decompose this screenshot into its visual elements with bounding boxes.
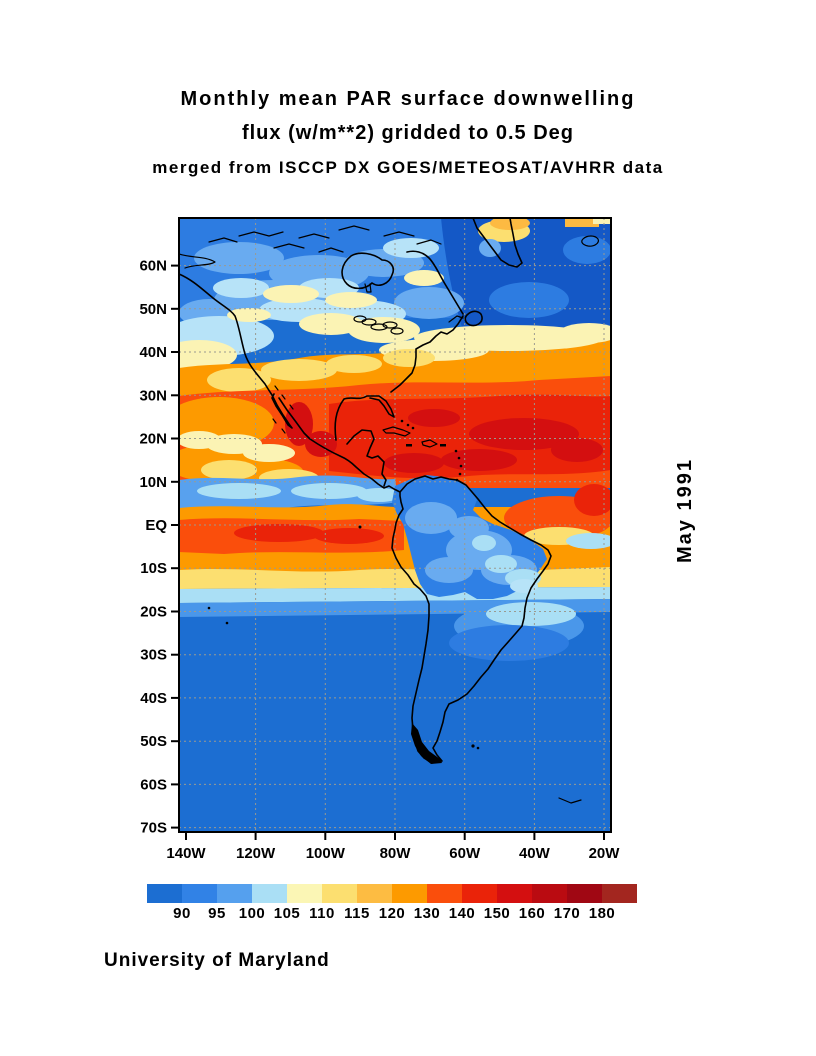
credit-text: University of Maryland	[104, 950, 330, 971]
colorbar-segment	[322, 884, 357, 903]
date-label: May 1991	[640, 415, 730, 605]
colorbar-segment	[497, 884, 532, 903]
latitude-axis-labels: 60N 50N 40N 30N 20N 10N EQ 10S 20S 30S 4…	[139, 258, 167, 837]
lat-label: 60N	[139, 258, 167, 275]
colorbar-tick-label: 105	[273, 905, 301, 922]
colorbar-tick-label: 100	[238, 905, 266, 922]
coastlines	[179, 218, 599, 804]
colorbar-tick-label: 90	[173, 905, 191, 922]
lat-label: EQ	[145, 517, 167, 534]
date-label-text: May 1991	[673, 457, 696, 563]
colorbar-tick-label: 120	[378, 905, 406, 922]
lat-label: 70S	[140, 820, 167, 837]
colorbar-segment	[357, 884, 392, 903]
colorbar-segment	[532, 884, 567, 903]
colorbar-tick-label: 115	[344, 905, 370, 922]
lat-label: 50N	[139, 301, 167, 318]
colorbar-segment	[252, 884, 287, 903]
lon-label: 120W	[236, 845, 276, 862]
map-figure: 60N 50N 40N 30N 20N 10N EQ 10S 20S 30S 4…	[133, 204, 653, 864]
axis-ticks	[171, 264, 605, 840]
colorbar-segment	[567, 884, 602, 903]
lat-label: 50S	[140, 733, 167, 750]
colorbar-segment	[217, 884, 252, 903]
colorbar-tick-label: 160	[518, 905, 546, 922]
colorbar-tick-label: 130	[413, 905, 441, 922]
colorbar-tick-label: 140	[448, 905, 476, 922]
map-field	[179, 218, 611, 832]
colorbar-segment	[392, 884, 427, 903]
lon-label: 40W	[519, 845, 551, 862]
lon-label: 140W	[166, 845, 206, 862]
colorbar-segment	[182, 884, 217, 903]
lat-label: 40S	[140, 690, 167, 707]
lat-label: 40N	[139, 344, 167, 361]
colorbar-segment	[287, 884, 322, 903]
graticule	[179, 218, 611, 832]
colorbar-segment	[602, 884, 637, 903]
chart-subtitle: merged from ISCCP DX GOES/METEOSAT/AVHRR…	[152, 158, 664, 177]
chart-title-line1: Monthly mean PAR surface downwelling	[180, 88, 636, 110]
colorbar	[147, 884, 637, 903]
lon-label: 80W	[380, 845, 412, 862]
colorbar-segment	[147, 884, 182, 903]
lat-label: 30N	[139, 387, 167, 404]
colorbar-tick-label: 150	[483, 905, 511, 922]
colorbar-tick-label: 170	[553, 905, 581, 922]
colorbar-segment	[427, 884, 462, 903]
lon-label: 60W	[449, 845, 481, 862]
colorbar-labels: 90 95 100 105 110 115 120 130 140 150 160 170 180	[147, 905, 637, 923]
lat-label: 10N	[139, 474, 167, 491]
lat-label: 20N	[139, 431, 167, 448]
colorbar-tick-label: 180	[588, 905, 616, 922]
colorbar-tick-label: 110	[309, 905, 335, 922]
lat-label: 10S	[140, 560, 167, 577]
lat-label: 60S	[140, 776, 167, 793]
colorbar-segment	[462, 884, 497, 903]
longitude-axis-labels: 140W 120W 100W 80W 60W 40W 20W	[166, 845, 620, 862]
lat-label: 30S	[140, 647, 167, 664]
chart-title-line2: flux (w/m**2) gridded to 0.5 Deg	[241, 122, 575, 144]
colorbar-tick-label: 95	[208, 905, 226, 922]
lat-label: 20S	[140, 604, 167, 621]
lon-label: 100W	[306, 845, 346, 862]
par-flux-map: 60N 50N 40N 30N 20N 10N EQ 10S 20S 30S 4…	[139, 217, 620, 862]
lon-label: 20W	[589, 845, 621, 862]
